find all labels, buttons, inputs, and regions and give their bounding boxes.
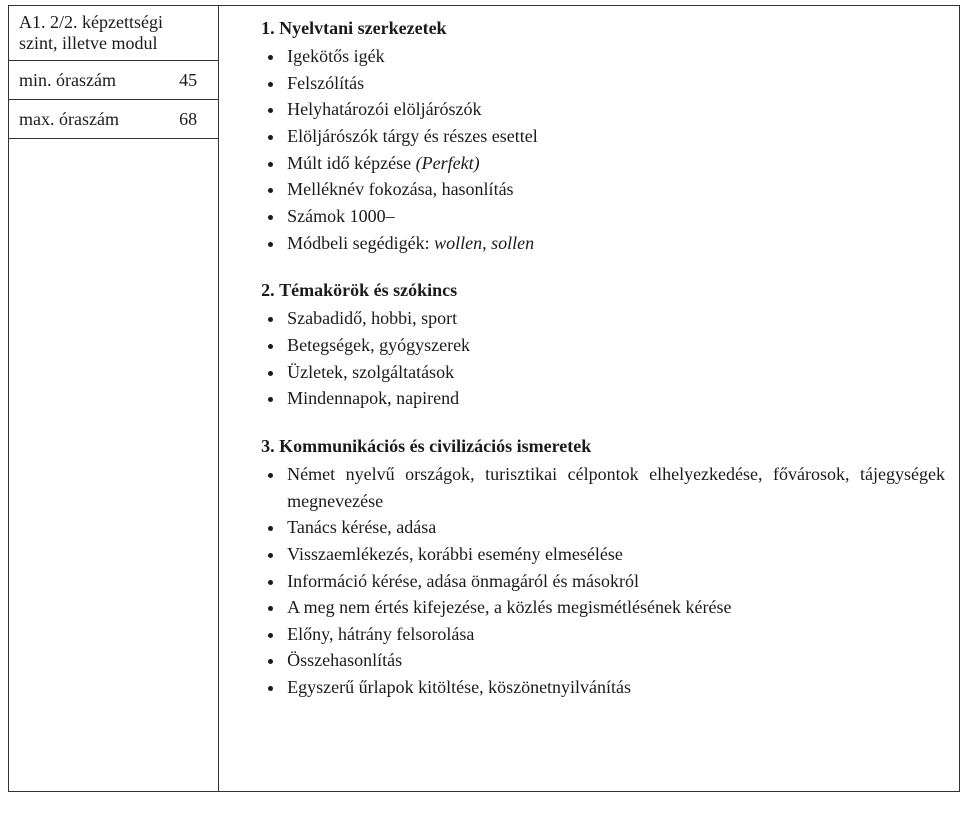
section-1-title: Nyelvtani szerkezetek xyxy=(279,18,446,38)
max-hours-value: 68 xyxy=(168,106,208,132)
list-item-text: Felszólítás xyxy=(287,73,364,93)
section-1-heading: 1. Nyelvtani szerkezetek xyxy=(261,16,945,41)
min-hours-value: 45 xyxy=(168,67,208,93)
list-item: Múlt idő képzése (Perfekt) xyxy=(285,150,945,177)
list-item: Információ kérése, adása önmagáról és má… xyxy=(285,568,945,595)
list-item-text: Helyhatározói elöljárószók xyxy=(287,99,481,119)
list-item: Elöljárószók tárgy és részes esettel xyxy=(285,123,945,150)
list-item-text: Módbeli segédigék: xyxy=(287,233,434,253)
list-item-text: Mindennapok, napirend xyxy=(287,388,459,408)
list-item-text: Tanács kérése, adása xyxy=(287,517,436,537)
list-item-text: Információ kérése, adása önmagáról és má… xyxy=(287,571,639,591)
list-item-text: Igekötős igék xyxy=(287,46,384,66)
section-3-list: Német nyelvű országok, turisztikai célpo… xyxy=(261,461,945,701)
list-item-text: Betegségek, gyógyszerek xyxy=(287,335,470,355)
section-3-number: 3. xyxy=(261,436,275,456)
list-item-text: Összehasonlítás xyxy=(287,650,402,670)
list-item: Tanács kérése, adása xyxy=(285,514,945,541)
left-header-cell: A1. 2/2. képzettségi szint, illetve modu… xyxy=(9,6,219,61)
list-item: Felszólítás xyxy=(285,70,945,97)
list-item-text: Német nyelvű országok, turisztikai célpo… xyxy=(287,464,945,511)
list-item-text: Előny, hátrány felsorolása xyxy=(287,624,474,644)
min-hours-cell: min. óraszám 45 xyxy=(9,61,219,100)
list-item: A meg nem értés kifejezése, a közlés meg… xyxy=(285,594,945,621)
list-item: Szabadidő, hobbi, sport xyxy=(285,305,945,332)
list-item-text: Melléknév fokozása, hasonlítás xyxy=(287,179,513,199)
list-item: Melléknév fokozása, hasonlítás xyxy=(285,176,945,203)
list-item-text: Szabadidő, hobbi, sport xyxy=(287,308,457,328)
list-item-text: Egyszerű űrlapok kitöltése, köszönetnyil… xyxy=(287,677,631,697)
list-item-text: A meg nem értés kifejezése, a közlés meg… xyxy=(287,597,731,617)
module-title-line2: szint, illetve modul xyxy=(19,33,157,53)
left-empty-cell xyxy=(9,139,219,792)
max-hours-cell: max. óraszám 68 xyxy=(9,100,219,139)
section-2-title: Témakörök és szókincs xyxy=(279,280,457,300)
list-item: Üzletek, szolgáltatások xyxy=(285,359,945,386)
section-1-list: Igekötős igék Felszólítás Helyhatározói … xyxy=(261,43,945,256)
list-item-text: Múlt idő képzése xyxy=(287,153,415,173)
list-item: Összehasonlítás xyxy=(285,647,945,674)
section-3-heading: 3. Kommunikációs és civilizációs ismeret… xyxy=(261,434,945,459)
section-2-number: 2. xyxy=(261,280,275,300)
section-1-number: 1. xyxy=(261,18,275,38)
section-2-list: Szabadidő, hobbi, sport Betegségek, gyóg… xyxy=(261,305,945,412)
list-item-text: Számok 1000– xyxy=(287,206,395,226)
list-item-text: Visszaemlékezés, korábbi esemény elmesél… xyxy=(287,544,623,564)
section-2-heading: 2. Témakörök és szókincs xyxy=(261,278,945,303)
list-item-italic: wollen, sollen xyxy=(434,233,534,253)
list-item: Betegségek, gyógyszerek xyxy=(285,332,945,359)
list-item: Német nyelvű országok, turisztikai célpo… xyxy=(285,461,945,514)
content-cell: 1. Nyelvtani szerkezetek Igekötős igék F… xyxy=(219,6,960,792)
list-item-text: Elöljárószók tárgy és részes esettel xyxy=(287,126,538,146)
list-item-text: Üzletek, szolgáltatások xyxy=(287,362,454,382)
section-3-title: Kommunikációs és civilizációs ismeretek xyxy=(279,436,591,456)
list-item: Módbeli segédigék: wollen, sollen xyxy=(285,230,945,257)
list-item: Igekötős igék xyxy=(285,43,945,70)
module-title-line1: A1. 2/2. képzettségi xyxy=(19,12,163,32)
list-item: Mindennapok, napirend xyxy=(285,385,945,412)
list-item: Számok 1000– xyxy=(285,203,945,230)
layout-table: A1. 2/2. képzettségi szint, illetve modu… xyxy=(8,5,960,792)
list-item: Egyszerű űrlapok kitöltése, köszönetnyil… xyxy=(285,674,945,701)
min-hours-label: min. óraszám xyxy=(19,67,168,93)
page: A1. 2/2. képzettségi szint, illetve modu… xyxy=(0,0,960,825)
list-item: Visszaemlékezés, korábbi esemény elmesél… xyxy=(285,541,945,568)
max-hours-label: max. óraszám xyxy=(19,106,168,132)
list-item-italic: (Perfekt) xyxy=(416,153,480,173)
list-item: Előny, hátrány felsorolása xyxy=(285,621,945,648)
list-item: Helyhatározói elöljárószók xyxy=(285,96,945,123)
